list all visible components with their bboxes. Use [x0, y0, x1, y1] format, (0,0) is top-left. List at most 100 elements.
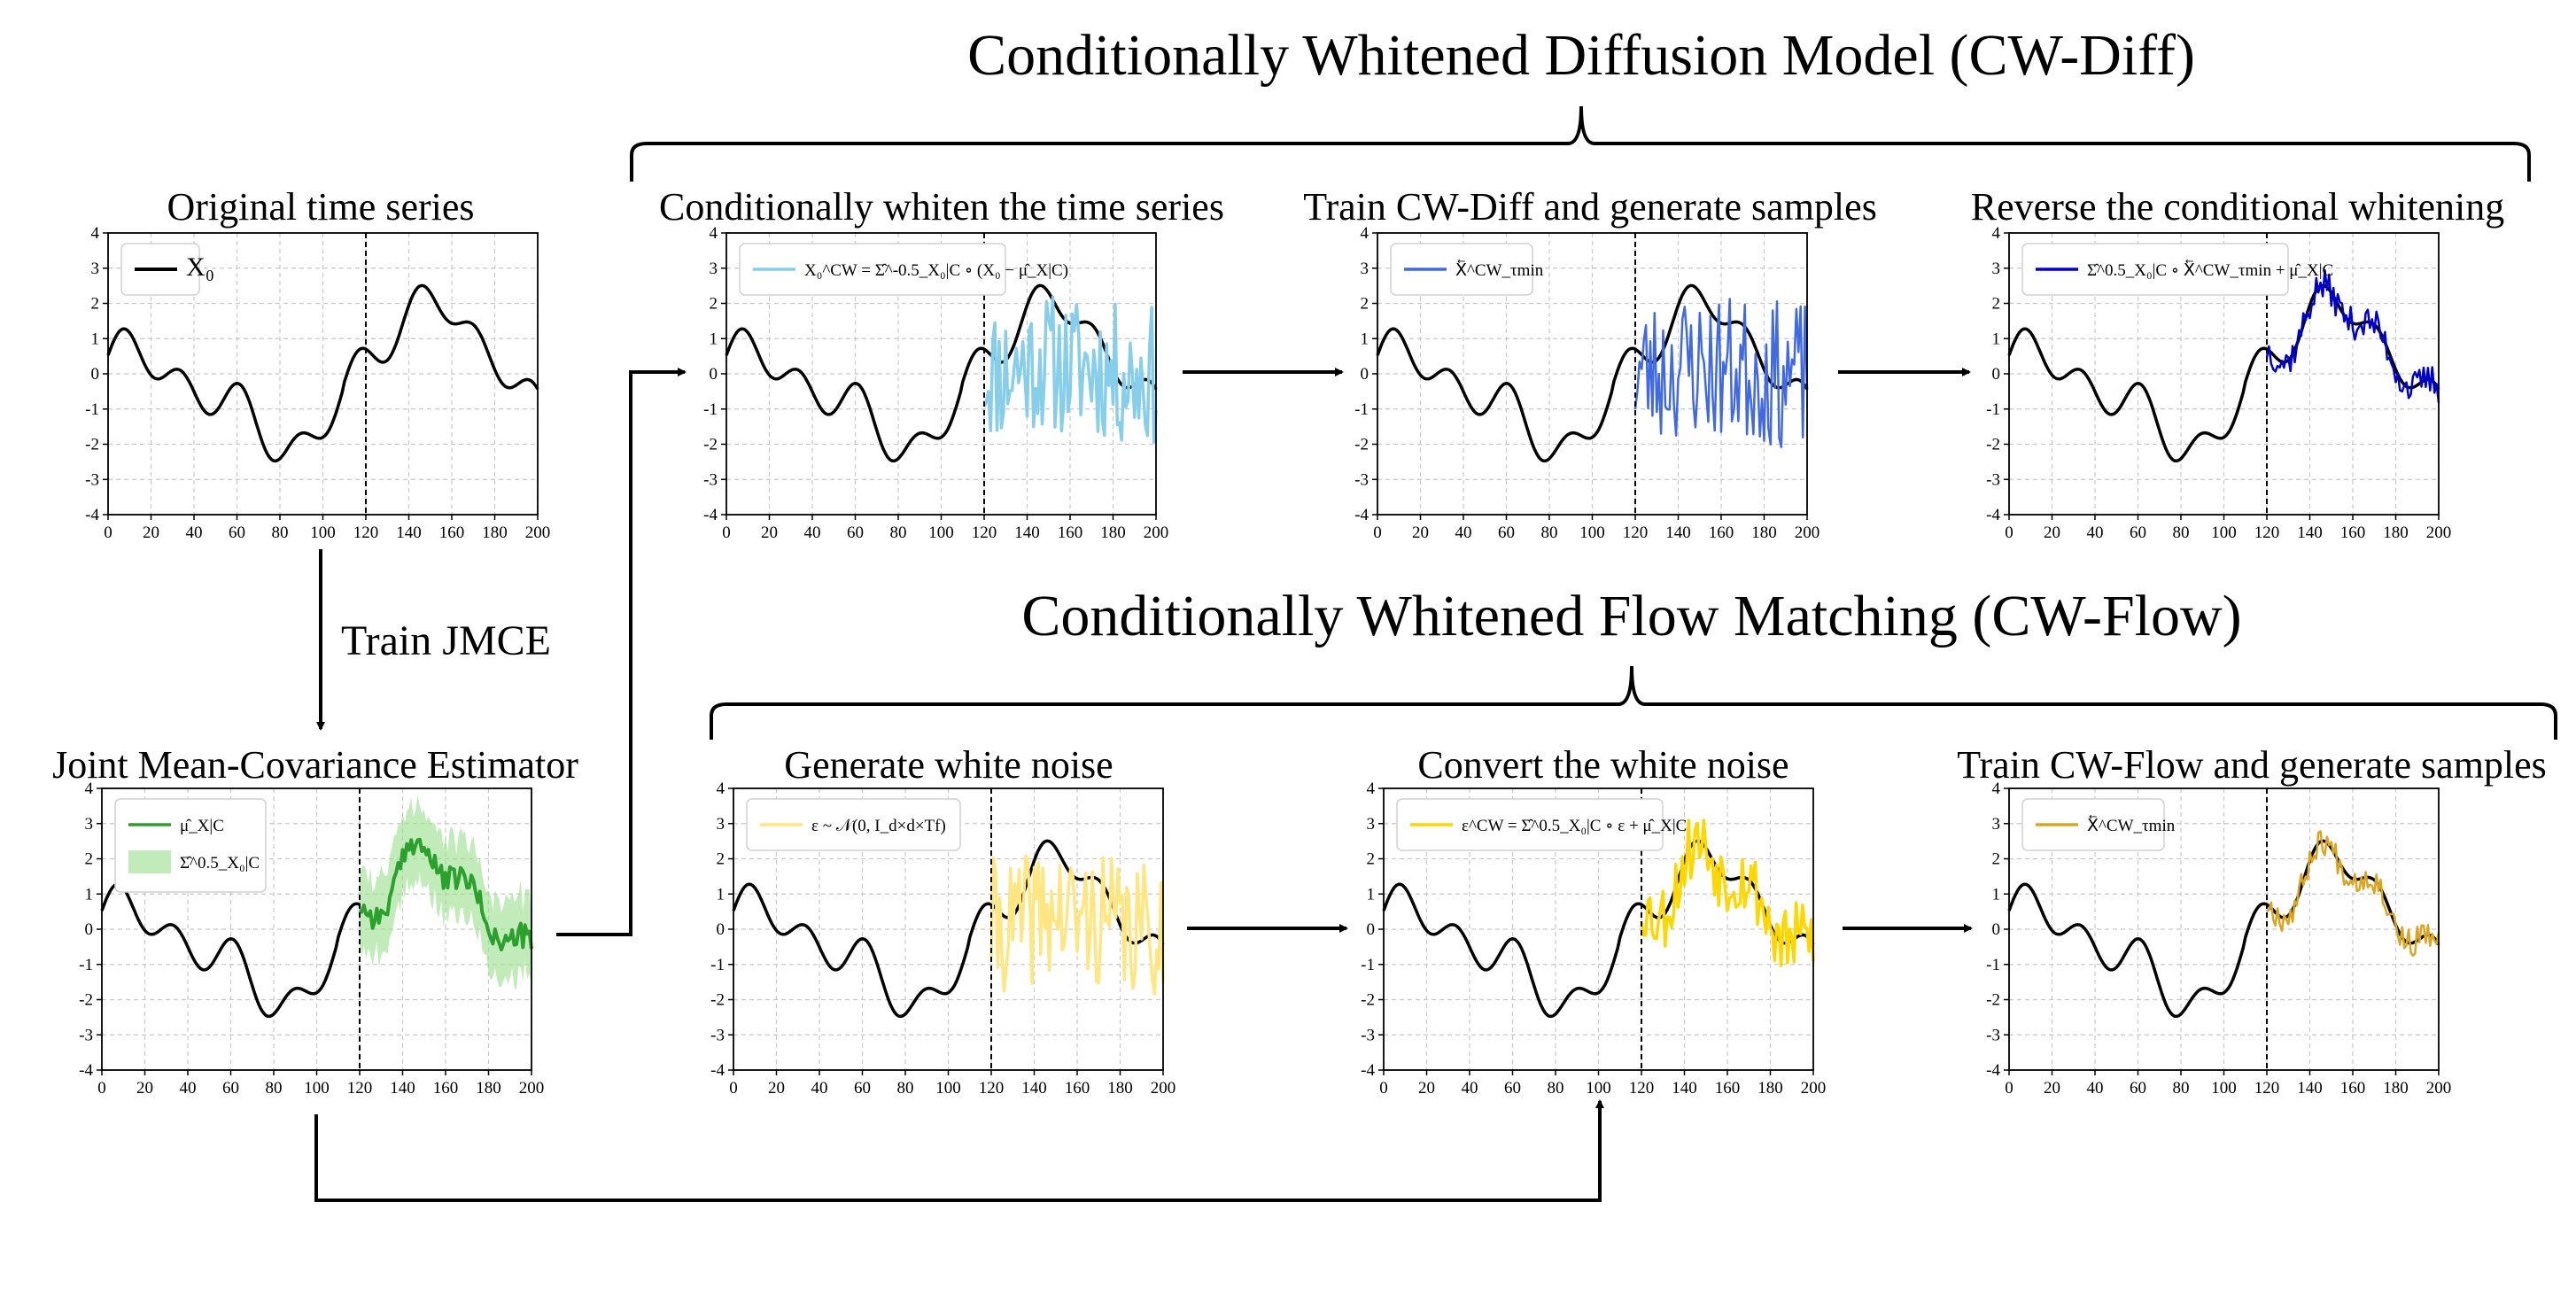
series-follow-gold	[1640, 818, 1815, 967]
y-tick-label: 2	[717, 850, 725, 869]
x-tick-label: 100	[310, 524, 336, 542]
y-tick-label: 3	[1992, 260, 2001, 278]
y-tick-label: 4	[91, 224, 100, 243]
x-tick-label: 20	[143, 524, 159, 542]
y-tick-label: 4	[1367, 780, 1376, 798]
x-tick-label: 200	[2426, 1079, 2452, 1098]
y-tick-label: -2	[85, 436, 99, 454]
legend-label: X₀^CW = Σ̂^-0.5_X₀|C ∘ (X₀ − μ̂_X|C)	[804, 261, 1068, 280]
legend-box	[1390, 243, 1533, 296]
y-tick-label: -2	[703, 436, 718, 454]
y-tick-label: 0	[1367, 920, 1376, 939]
panel-title-whiten: Conditionally whiten the time series	[659, 185, 1224, 229]
y-tick-label: 3	[1361, 260, 1369, 278]
y-tick-label: -4	[1986, 506, 2000, 524]
x-tick-label: 40	[180, 1079, 197, 1098]
x-tick-label: 180	[1757, 1079, 1783, 1098]
x-tick-label: 40	[804, 524, 821, 542]
x-tick-label: 60	[854, 1079, 871, 1098]
x-tick-label: 120	[972, 524, 997, 542]
legend-label: X⃖^CW_τmin	[2087, 815, 2176, 835]
x-tick-label: 200	[2426, 524, 2452, 542]
y-tick-label: -4	[1354, 506, 1369, 524]
y-tick-label: 4	[717, 780, 725, 798]
y-tick-label: -1	[1986, 400, 2000, 419]
y-tick-label: -3	[703, 470, 718, 489]
x-tick-label: 80	[890, 524, 907, 542]
x-tick-label: 120	[979, 1079, 1005, 1098]
y-tick-label: 3	[710, 260, 718, 278]
y-tick-label: -4	[703, 506, 718, 524]
y-tick-label: 0	[1992, 920, 2001, 939]
y-tick-label: -3	[85, 470, 99, 489]
cw-flow-title: Conditionally Whitened Flow Matching (CW…	[1021, 584, 2242, 648]
panel-title-reverse: Reverse the conditional whitening	[1970, 185, 2505, 229]
x-tick-label: 40	[811, 1079, 828, 1098]
x-tick-label: 120	[347, 1079, 373, 1098]
x-tick-label: 140	[1014, 524, 1040, 542]
x-tick-label: 40	[186, 524, 203, 542]
x-tick-label: 180	[1751, 524, 1777, 542]
train-jmce-label: Train JMCE	[341, 617, 551, 664]
legend-label: Σ̂^0.5_X₀|C ∘ X⃖^CW_τmin + μ̂_X|C	[2087, 260, 2333, 280]
arrow-jmce-to-whiten	[556, 368, 687, 936]
plot-reverse: 0 20 40 60 80 100 120 140 160 180 200 4 3 2 1 0 -1 -2 -3 -4…	[1986, 224, 2451, 542]
x-tick-label: 100	[1586, 1079, 1611, 1098]
y-tick-label: -3	[79, 1026, 93, 1044]
y-tick-label: -4	[1986, 1061, 2000, 1080]
y-tick-label: -1	[710, 956, 725, 974]
x-tick-label: 120	[2254, 524, 2280, 542]
y-tick-label: 1	[85, 885, 94, 904]
y-tick-label: -1	[1354, 400, 1369, 419]
y-tick-label: 3	[91, 260, 100, 278]
y-tick-label: 4	[710, 224, 718, 243]
y-tick-label: -4	[85, 506, 99, 524]
y-tick-label: 4	[85, 780, 94, 798]
x-tick-label: 80	[897, 1079, 914, 1098]
x-tick-label: 120	[1623, 524, 1649, 542]
y-tick-label: 2	[1992, 850, 2001, 869]
series-noise-mid-blue	[1633, 298, 1809, 448]
x-tick-label: 120	[353, 524, 379, 542]
plot-panels: 0 20 40 60 80 100 120 140 160 180 20043210-1-2-3-4…	[79, 224, 2451, 1098]
x-tick-label: 140	[390, 1079, 415, 1098]
y-tick-label: 4	[1992, 780, 2001, 798]
y-tick-label: 0	[717, 920, 725, 939]
series-noise-light-blue	[982, 295, 1158, 444]
y-tick-label: 1	[91, 330, 100, 348]
y-tick-label: -3	[1986, 470, 2000, 489]
x-tick-label: 20	[2044, 1079, 2060, 1098]
x-tick-label: 80	[1548, 1079, 1564, 1098]
panel-title-jmce: Joint Mean-Covariance Estimator	[52, 743, 578, 787]
panel-title-train-flow: Train CW-Flow and generate samples	[1957, 743, 2547, 787]
y-tick-label: 1	[1367, 885, 1376, 904]
plot-jmce: 0 20 40 60 80 100 120 140 160 180 200 4 3 2 1 0 -1 -2 -3 -4…	[79, 780, 544, 1098]
y-tick-label: -4	[79, 1061, 93, 1080]
x-tick-label: 140	[2297, 524, 2323, 542]
x-tick-label: 140	[1672, 1079, 1697, 1098]
x-tick-label: 20	[768, 1079, 785, 1098]
y-tick-label: -3	[1361, 1026, 1375, 1044]
y-tick-label: -2	[1361, 991, 1375, 1010]
x-tick-label: 100	[2211, 524, 2237, 542]
plot-original: 0 20 40 60 80 100 120 140 160 180 200 4 3 2 1 0 -1 -2 -3 -4…	[85, 224, 550, 542]
x-tick-label: 200	[519, 1079, 545, 1098]
legend-swatch-band	[128, 850, 171, 873]
x-tick-label: 0	[1379, 1079, 1388, 1098]
y-tick-label: -1	[1361, 956, 1375, 974]
x-tick-label: 100	[304, 1079, 330, 1098]
series-black	[106, 283, 539, 463]
plot-train_flow: 0 20 40 60 80 100 120 140 160 180 200 4 3 2 1 0 -1 -2 -3 -4…	[1986, 780, 2451, 1098]
y-tick-label: -1	[85, 400, 99, 419]
panel-title-white-noise: Generate white noise	[784, 743, 1113, 787]
x-tick-label: 20	[2044, 524, 2060, 542]
x-tick-label: 180	[2383, 1079, 2409, 1098]
x-tick-label: 180	[476, 1079, 501, 1098]
legend-box	[2021, 243, 2289, 296]
y-tick-label: -2	[1986, 436, 2000, 454]
x-tick-label: 160	[1065, 1079, 1090, 1098]
x-tick-label: 0	[729, 1079, 738, 1098]
x-tick-label: 0	[97, 1079, 106, 1098]
y-tick-label: -3	[1354, 470, 1369, 489]
